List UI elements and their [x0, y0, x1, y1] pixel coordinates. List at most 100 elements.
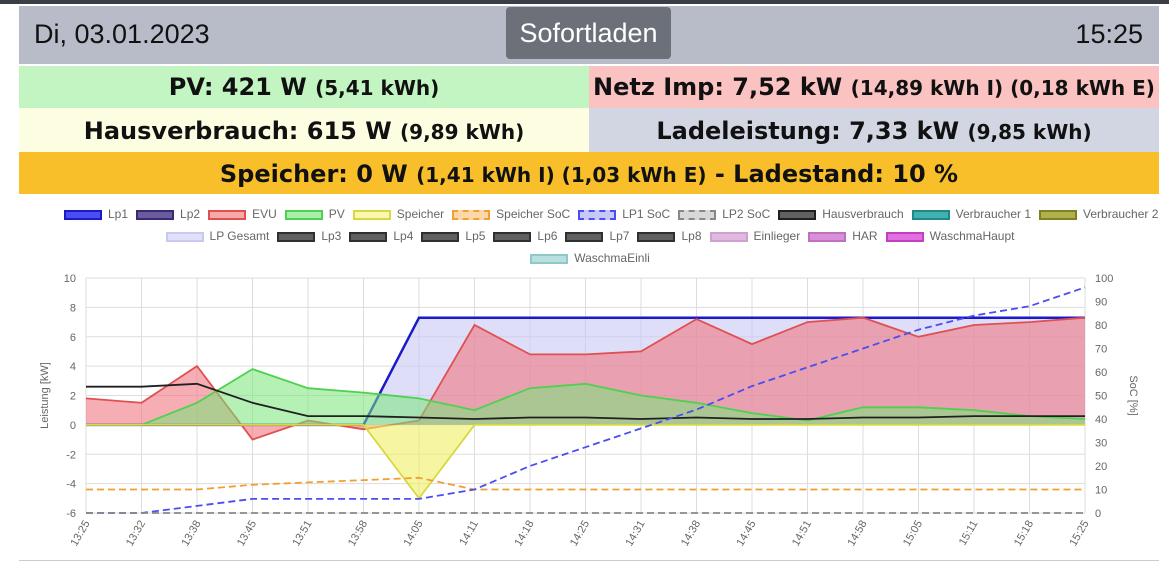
- battery-soc: - Ladestand: 10 %: [714, 160, 959, 188]
- legend-item[interactable]: Speicher: [352, 206, 445, 221]
- legend-item[interactable]: Lp3: [277, 229, 341, 243]
- x-tick-label: 13:45: [235, 519, 259, 549]
- charging-value: Ladeleistung: 7,33 kW: [656, 117, 960, 145]
- legend-swatch: [277, 231, 316, 242]
- legend-item[interactable]: Lp7: [565, 229, 629, 243]
- legend-label: Hausverbrauch: [822, 206, 904, 221]
- x-tick-label: 15:25: [1067, 519, 1091, 549]
- legend-label: Lp5: [465, 228, 486, 243]
- legend-swatch: [165, 231, 204, 242]
- x-tick-label: 14:31: [623, 519, 647, 549]
- legend-item[interactable]: HAR: [808, 228, 878, 243]
- charging-energy: (9,85 kWh): [967, 120, 1092, 144]
- y-tick-label: 8: [70, 302, 76, 314]
- x-tick-label: 14:11: [457, 519, 481, 548]
- legend-swatch: [352, 209, 391, 220]
- legend-row: LP Gesamt Lp3 Lp4 Lp5 Lp6 Lp7 Lp8 Einlieger HAR W…: [60, 228, 1120, 246]
- legend-label: Speicher: [396, 206, 445, 221]
- y2-tick-label: 20: [1095, 461, 1107, 473]
- legend-item[interactable]: Lp6: [493, 229, 557, 243]
- legend-label: Lp8: [681, 228, 702, 243]
- legend-label: LP2 SoC: [722, 206, 771, 221]
- legend-item[interactable]: WaschmaHaupt: [885, 228, 1015, 243]
- legend-label: PV: [328, 206, 345, 221]
- y-tick-label: 2: [70, 391, 76, 403]
- x-tick-label: 13:51: [290, 519, 314, 549]
- legend-item[interactable]: Lp8: [637, 228, 702, 243]
- time-display: 15:25: [1075, 19, 1143, 49]
- pv-value: PV: 421 W: [168, 73, 307, 101]
- house-value: Hausverbrauch: 615 W: [83, 117, 392, 145]
- legend-item[interactable]: Lp2: [136, 207, 200, 221]
- y-tick-label: 10: [64, 273, 76, 285]
- house-energy: (9,89 kWh): [400, 120, 525, 144]
- legend-swatch: [64, 209, 102, 220]
- charging-power-tile: Ladeleistung: 7,33 kW (9,85 kWh): [589, 108, 1159, 152]
- top-bar: [0, 0, 1169, 4]
- x-tick-label: 13:58: [346, 519, 370, 549]
- legend-swatch: [885, 231, 924, 242]
- x-tick-label: 13:25: [68, 519, 92, 549]
- y2-tick-label: 60: [1095, 367, 1107, 379]
- legend-label: LP1 SoC: [622, 206, 671, 221]
- x-tick-label: 14:38: [679, 519, 703, 549]
- legend-label: Einlieger: [753, 228, 801, 243]
- grid-tile: Netz Imp: 7,52 kW (14,89 kWh I) (0,18 kW…: [589, 66, 1159, 108]
- legend-label: Lp2: [180, 206, 201, 221]
- y-tick-label: 6: [70, 332, 76, 344]
- legend-swatch: [709, 231, 748, 242]
- series-area-pv: [86, 369, 1085, 425]
- legend-label: HAR: [852, 228, 878, 243]
- header-bar: Di, 03.01.2023 Sofortladen 15:25: [19, 6, 1159, 64]
- pv-energy: (5,41 kWh): [315, 76, 440, 100]
- grid-energy: (14,89 kWh I) (0,18 kWh E): [850, 76, 1155, 100]
- series-line-pv: [86, 368, 1086, 426]
- legend-row: WaschmaEinli: [60, 250, 1120, 268]
- legend-item[interactable]: Verbraucher 2: [1039, 207, 1158, 221]
- mode-button[interactable]: Sofortladen: [506, 7, 671, 59]
- legend-label: Lp6: [537, 228, 558, 243]
- legend-label: Verbraucher 2: [1083, 206, 1159, 221]
- legend-item[interactable]: LP Gesamt: [165, 229, 269, 243]
- legend-swatch: [530, 253, 569, 264]
- legend-swatch: [678, 209, 717, 220]
- x-tick-label: 13:38: [179, 519, 203, 549]
- legend-swatch: [778, 209, 817, 220]
- x-tick-label: 15:11: [957, 519, 981, 548]
- legend-item[interactable]: LP2 SoC: [678, 207, 770, 221]
- legend-swatch: [808, 231, 847, 242]
- legend-item[interactable]: Hausverbrauch: [778, 206, 904, 221]
- x-tick-label: 14:05: [401, 519, 425, 549]
- legend-item[interactable]: LP1 SoC: [578, 207, 670, 221]
- y2-tick-label: 30: [1095, 438, 1107, 450]
- legend-item[interactable]: PV: [284, 206, 345, 221]
- legend-item[interactable]: Einlieger: [709, 228, 801, 243]
- legend-item[interactable]: EVU: [208, 207, 277, 221]
- x-tick-label: 14:18: [512, 519, 536, 549]
- y-tick-label: -2: [66, 449, 76, 461]
- legend-row: Lp1 Lp2 EVU PV Speicher Speicher SoC LP1 SoC LP…: [60, 206, 1158, 224]
- y2-axis-title: SoC [%]: [1127, 375, 1139, 415]
- pv-tile: PV: 421 W (5,41 kWh): [19, 66, 589, 108]
- legend-item[interactable]: Lp4: [349, 229, 413, 243]
- legend-item[interactable]: Lp5: [421, 229, 485, 243]
- legend-label: WaschmaEinli: [574, 250, 650, 265]
- legend-item[interactable]: WaschmaEinli: [530, 251, 650, 265]
- x-tick-label: 14:45: [734, 519, 758, 549]
- legend-swatch: [565, 231, 604, 242]
- y2-tick-label: 80: [1095, 320, 1107, 332]
- series-line-lp1-soc: [86, 286, 1086, 514]
- legend-item[interactable]: Verbraucher 1: [911, 207, 1031, 221]
- y-tick-label: -4: [66, 479, 76, 491]
- legend-label: Lp7: [609, 228, 630, 243]
- legend-label: Lp1: [108, 206, 129, 221]
- y-tick-label: -6: [66, 508, 76, 520]
- legend-label: WaschmaHaupt: [929, 228, 1015, 243]
- series-line-hausverbrauch: [86, 382, 1085, 420]
- legend-item[interactable]: Lp1: [64, 207, 128, 221]
- series-line-speicher-soc: [86, 476, 1085, 491]
- legend-swatch: [421, 231, 460, 242]
- legend-swatch: [349, 231, 388, 242]
- y2-tick-label: 90: [1095, 297, 1107, 309]
- legend-item[interactable]: Speicher SoC: [452, 207, 570, 221]
